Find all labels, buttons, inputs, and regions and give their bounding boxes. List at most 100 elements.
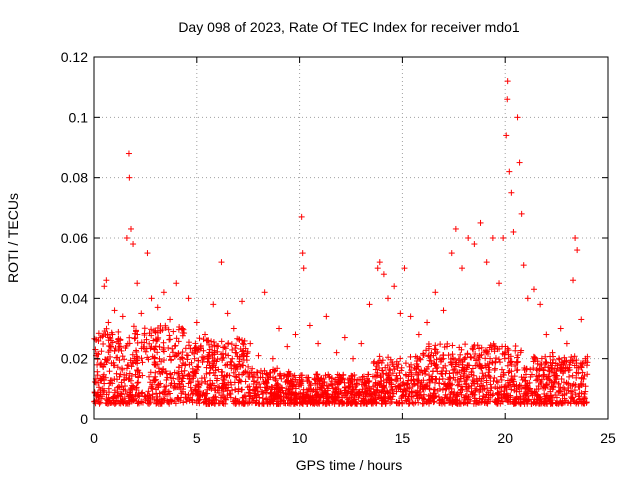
data-point (554, 362, 561, 369)
data-point (558, 400, 565, 407)
data-point (407, 353, 414, 360)
data-point (221, 377, 228, 384)
data-point (191, 355, 198, 362)
data-point (152, 361, 159, 368)
data-point (100, 340, 107, 347)
data-point (381, 397, 388, 404)
data-point (410, 400, 417, 407)
data-point (262, 387, 269, 394)
grid-lines (94, 57, 608, 419)
data-point (254, 374, 261, 381)
data-point (403, 388, 410, 395)
data-point (478, 344, 485, 351)
data-point (172, 342, 179, 349)
y-tick-label: 0.06 (61, 230, 88, 246)
data-point (292, 390, 299, 397)
data-point (329, 385, 336, 392)
data-point (560, 384, 567, 391)
data-point (375, 392, 382, 399)
data-point (460, 400, 467, 407)
data-point (426, 385, 433, 392)
data-point (425, 345, 432, 352)
data-point (218, 259, 225, 266)
data-point (181, 367, 188, 374)
data-point (387, 367, 394, 374)
data-point (477, 219, 484, 226)
data-point (457, 375, 464, 382)
data-point (225, 340, 232, 347)
data-point (428, 376, 435, 383)
data-point (166, 336, 173, 343)
data-point (518, 347, 525, 354)
data-point (476, 353, 483, 360)
data-point (261, 289, 268, 296)
data-point (269, 355, 276, 362)
data-point (578, 390, 585, 397)
data-point (222, 345, 229, 352)
data-point (237, 378, 244, 385)
data-point (153, 399, 160, 406)
data-point (569, 372, 576, 379)
data-point (549, 386, 556, 393)
data-point (576, 396, 583, 403)
data-point (502, 383, 509, 390)
data-point (464, 351, 471, 358)
data-point (391, 366, 398, 373)
data-point (195, 381, 202, 388)
data-point (174, 369, 181, 376)
data-point (187, 384, 194, 391)
data-point (449, 342, 456, 349)
data-point (527, 390, 534, 397)
data-point (260, 379, 267, 386)
data-point (481, 385, 488, 392)
data-point (465, 394, 472, 401)
data-point (499, 350, 506, 357)
data-point (349, 381, 356, 388)
data-point (166, 390, 173, 397)
data-point (464, 362, 471, 369)
data-point (148, 295, 155, 302)
data-point (129, 386, 136, 393)
data-point (483, 364, 490, 371)
data-point (113, 354, 120, 361)
data-point (115, 346, 122, 353)
data-point (121, 397, 128, 404)
data-point (481, 349, 488, 356)
data-point (149, 391, 156, 398)
data-point (214, 387, 221, 394)
data-point (262, 396, 269, 403)
data-point (159, 366, 166, 373)
data-point (135, 373, 142, 380)
data-point (505, 355, 512, 362)
data-point (541, 390, 548, 397)
data-point (498, 376, 505, 383)
data-point (154, 349, 161, 356)
data-point (221, 343, 228, 350)
data-point (459, 361, 466, 368)
y-tick-label: 0.02 (61, 351, 88, 367)
data-point (551, 379, 558, 386)
data-point (385, 354, 392, 361)
data-point (360, 400, 367, 407)
data-point (303, 374, 310, 381)
data-point (491, 367, 498, 374)
data-point (154, 304, 161, 311)
data-point (543, 331, 550, 338)
data-point (146, 373, 153, 380)
data-point (385, 295, 392, 302)
data-point (424, 319, 431, 326)
data-point (476, 345, 483, 352)
data-point (345, 383, 352, 390)
data-point (537, 378, 544, 385)
data-point (234, 353, 241, 360)
data-point (518, 210, 525, 217)
data-point (220, 382, 227, 389)
data-point (355, 394, 362, 401)
data-point (255, 352, 262, 359)
data-point (430, 360, 437, 367)
data-point (178, 354, 185, 361)
data-point (283, 385, 290, 392)
data-point (155, 381, 162, 388)
data-point (380, 271, 387, 278)
data-point (171, 343, 178, 350)
